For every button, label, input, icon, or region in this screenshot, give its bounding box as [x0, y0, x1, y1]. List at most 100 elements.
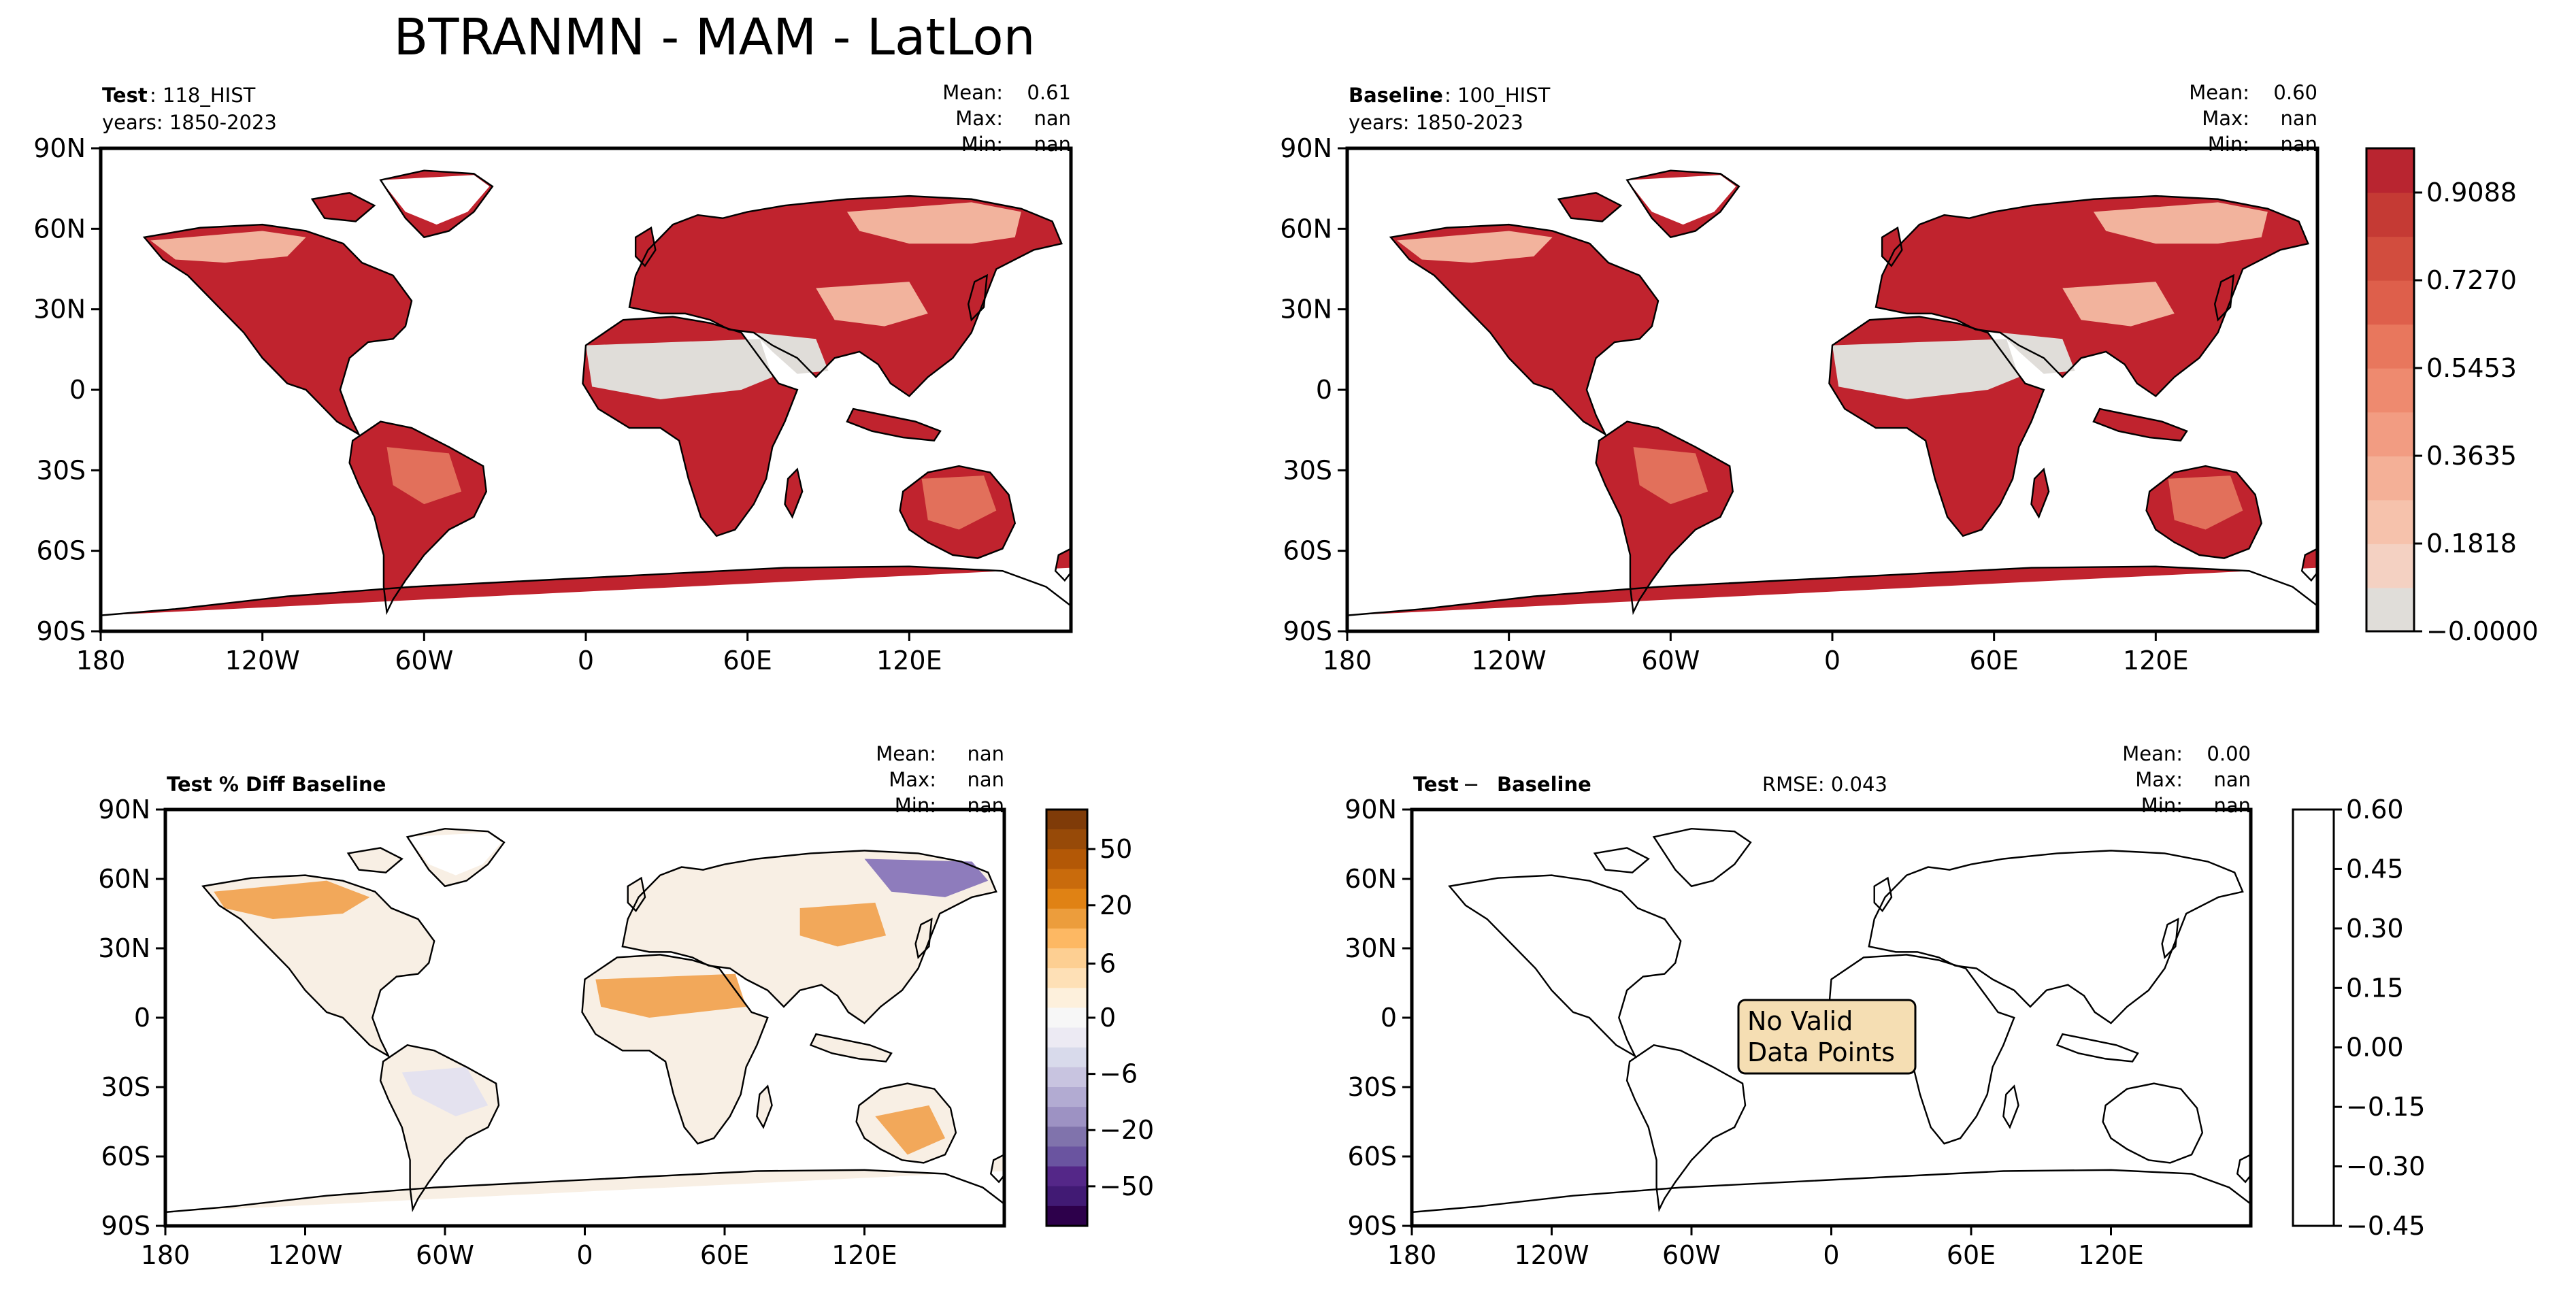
colorbar-pct-band [1046, 948, 1087, 969]
map-area [1347, 169, 2317, 631]
stat-label: Min: [2208, 133, 2249, 156]
australia-mid [2168, 476, 2243, 530]
australia-mid [921, 476, 997, 530]
colorbar-diff: 0.60 0.45 0.30 0.15 0.00 −0.15 −0.30 −0.45 [2292, 795, 2425, 1241]
no-data-line-1: No Valid [1747, 1006, 1853, 1036]
diff-label-baseline: Baseline [1497, 773, 1591, 796]
stat-label: Min: [961, 133, 1003, 156]
stat-value: nan [2213, 794, 2251, 817]
colorbar-pct-band [1046, 1146, 1087, 1167]
lat-tick-label: 60N [98, 864, 150, 894]
lat-tick-label: 30S [1283, 455, 1332, 485]
colorbar-diff-label: 0.00 [2346, 1033, 2404, 1063]
stat-value: nan [2213, 768, 2251, 791]
colorbar-btran-label: 0.5453 [2426, 353, 2517, 383]
lon-tick-label: 0 [1824, 646, 1840, 676]
lat-tick-label: 90S [37, 616, 86, 646]
north-america-low [1397, 231, 1553, 263]
lon-tick-label: 0 [576, 1240, 593, 1270]
lat-tick-label: 90S [1283, 616, 1332, 646]
colorbar-pct-label: −50 [1100, 1171, 1154, 1201]
colorbar-btran-band [2366, 367, 2414, 413]
lon-tick-label: 120W [1472, 646, 1547, 676]
colorbar-btran-band [2366, 412, 2414, 456]
colorbar-pct-band [1046, 1007, 1087, 1029]
south-america-mid [386, 447, 462, 505]
lat-tick-label: 0 [1316, 375, 1332, 405]
colorbar-diff-frame [2292, 808, 2335, 1227]
lat-tick-label: 0 [134, 1003, 150, 1033]
colorbar-diff-label: 0.30 [2346, 914, 2404, 944]
stat-value: nan [967, 768, 1004, 791]
colorbar-pct-band [1046, 849, 1087, 870]
stat-label: Mean: [2189, 81, 2249, 104]
siberia-low [846, 202, 1021, 244]
colorbar-btran-band [2366, 280, 2414, 325]
colorbar-pct-band [1046, 829, 1087, 850]
land-layer [101, 169, 1071, 631]
colorbar-btran-band [2366, 192, 2414, 237]
lat-tick-label: 0 [1381, 1003, 1397, 1033]
lon-tick-label: 180 [1323, 646, 1372, 676]
lat-tick-label: 30N [1280, 295, 1332, 324]
stat-value: nan [2280, 133, 2317, 156]
land-layer [165, 827, 1004, 1226]
colorbar-diff-label: −0.45 [2346, 1211, 2425, 1241]
lat-tick-label: 60S [101, 1141, 150, 1171]
central-asia-low [2062, 282, 2175, 327]
colorbar-btran-band [2366, 148, 2414, 193]
test-label-case: : 118_HIST [150, 84, 256, 107]
colorbar-pct-band [1046, 1027, 1087, 1048]
lon-tick-label: 60W [1662, 1240, 1721, 1270]
lat-tick-label: 60N [1344, 864, 1397, 894]
lat-tick-label: 60S [37, 536, 86, 566]
lat-tick-label: 30N [33, 295, 86, 324]
lon-tick-label: 120E [831, 1240, 897, 1270]
diff-label-sep: − [1463, 773, 1479, 796]
colorbar-diff-label: −0.30 [2346, 1152, 2425, 1182]
colorbar-pct-label: −6 [1100, 1059, 1138, 1089]
pctdiff-label: Test % Diff Baseline [167, 773, 386, 796]
colorbar-pct-band [1046, 908, 1087, 929]
lat-tick-label: 30N [98, 933, 150, 963]
colorbar-btran-band [2366, 455, 2414, 501]
lat-tick-label: 90N [98, 795, 150, 824]
colorbar-pct-label: −20 [1100, 1115, 1154, 1145]
lat-tick-label: 30S [1348, 1072, 1397, 1102]
lat-tick-label: 30N [1344, 933, 1397, 963]
lat-tick-label: 60N [1280, 214, 1332, 244]
no-data-box-bg [1737, 999, 1917, 1075]
colorbar-pct-label: 0 [1100, 1003, 1116, 1033]
stat-label: Max: [2202, 107, 2249, 130]
lon-tick-label: 0 [578, 646, 594, 676]
north-america-orange [214, 880, 370, 920]
lon-tick-label: 60E [1947, 1240, 1996, 1270]
lon-tick-label: 120W [1514, 1240, 1589, 1270]
colorbar-diff-label: 0.15 [2346, 973, 2404, 1003]
diff-rmse: RMSE: 0.043 [1762, 773, 1887, 796]
colorbar-pct-band [1046, 968, 1087, 989]
stat-label: Max: [889, 768, 936, 791]
lon-tick-label: 0 [1823, 1240, 1839, 1270]
sahara-desert [1832, 339, 2019, 400]
lat-tick-label: 90N [1344, 795, 1397, 824]
stat-value: nan [967, 742, 1004, 765]
lon-tick-label: 60W [416, 1240, 474, 1270]
lat-tick-label: 90N [33, 133, 86, 163]
greenland-blank [1627, 175, 1736, 225]
stat-label: Max: [2135, 768, 2183, 791]
stat-label: Mean: [942, 81, 1003, 104]
lat-tick-label: 90N [1280, 133, 1332, 163]
colorbar-pct-band [1046, 988, 1087, 1009]
stat-value: nan [1034, 133, 1071, 156]
colorbar-pct-label: 50 [1100, 834, 1132, 864]
lat-tick-label: 90S [101, 1211, 150, 1241]
colorbar-btran-label: 0.1818 [2426, 529, 2517, 559]
lon-tick-label: 120E [2078, 1240, 2144, 1270]
map-area [101, 169, 1071, 631]
colorbar-diff-label: 0.45 [2346, 854, 2404, 884]
amazon-neutral [401, 1067, 489, 1116]
stat-value: nan [2280, 107, 2317, 130]
colorbar-btran-band [2366, 324, 2414, 369]
